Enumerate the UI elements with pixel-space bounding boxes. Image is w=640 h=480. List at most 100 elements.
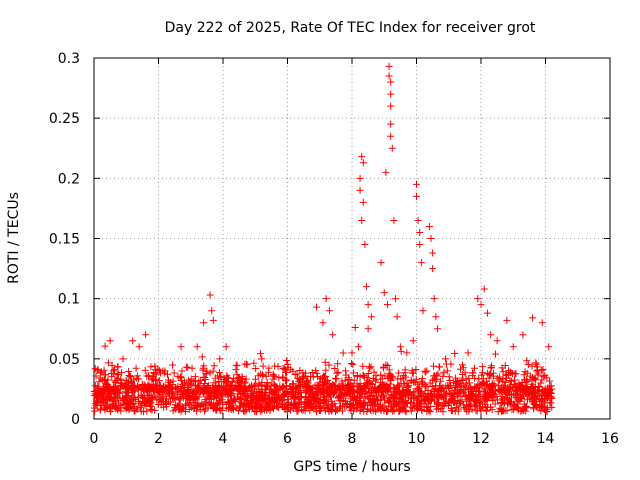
data-point <box>488 394 496 402</box>
data-point <box>184 364 192 372</box>
data-point <box>239 375 247 383</box>
data-point <box>322 366 330 374</box>
data-point <box>289 367 297 375</box>
data-point <box>396 393 404 401</box>
data-point <box>494 381 502 389</box>
data-point <box>337 390 345 398</box>
data-point <box>451 407 459 415</box>
data-point <box>96 374 104 382</box>
data-point <box>383 301 391 309</box>
data-point <box>384 361 392 369</box>
data-point <box>524 361 532 369</box>
data-point <box>108 361 116 369</box>
data-point <box>228 378 236 386</box>
data-point <box>487 331 495 339</box>
data-point <box>183 363 191 371</box>
data-point <box>359 362 367 370</box>
data-point <box>319 319 327 327</box>
data-point <box>442 392 450 400</box>
data-point <box>396 343 404 351</box>
y-tick-label: 0.05 <box>49 352 80 368</box>
data-point <box>503 371 511 379</box>
data-point <box>255 403 263 411</box>
data-point <box>401 396 409 404</box>
data-point <box>302 389 310 397</box>
data-point <box>359 371 367 379</box>
data-point <box>356 380 364 388</box>
data-point <box>113 371 121 379</box>
data-point <box>250 359 258 367</box>
data-point <box>454 397 462 405</box>
data-point <box>177 394 185 402</box>
data-point <box>270 405 278 413</box>
data-point <box>458 396 466 404</box>
data-point <box>294 374 302 382</box>
data-point <box>103 396 111 404</box>
data-point <box>390 406 398 414</box>
data-point <box>282 368 290 376</box>
data-point <box>329 331 337 339</box>
data-point <box>371 377 379 385</box>
data-point <box>451 397 459 405</box>
data-point <box>123 399 131 407</box>
data-point <box>191 373 199 381</box>
data-point <box>122 394 130 402</box>
data-point <box>95 378 103 386</box>
data-point <box>323 388 331 396</box>
data-point <box>106 408 114 416</box>
data-point <box>501 382 509 390</box>
data-point <box>117 375 125 383</box>
data-point <box>206 369 214 377</box>
data-point <box>265 395 273 403</box>
data-point <box>423 407 431 415</box>
data-point <box>450 398 458 406</box>
data-point <box>191 401 199 409</box>
data-point <box>338 377 346 385</box>
data-point <box>292 385 300 393</box>
data-point <box>427 235 435 242</box>
data-point <box>521 402 529 410</box>
data-point <box>193 343 201 351</box>
data-point <box>358 403 366 411</box>
data-point <box>465 407 473 415</box>
data-point <box>387 102 395 110</box>
data-point <box>487 403 495 411</box>
data-point <box>131 395 139 403</box>
data-point <box>339 349 347 357</box>
data-point <box>293 383 301 391</box>
data-point <box>284 361 292 369</box>
data-point <box>265 364 273 372</box>
data-point <box>304 397 312 405</box>
data-point <box>411 389 419 397</box>
data-point <box>329 403 337 411</box>
data-point <box>334 369 342 377</box>
data-point <box>349 361 357 369</box>
data-point <box>416 400 424 408</box>
data-point <box>518 378 526 386</box>
data-point <box>148 406 156 414</box>
data-point <box>466 379 474 387</box>
data-point <box>179 404 187 412</box>
data-point <box>539 372 547 380</box>
data-point <box>334 360 342 368</box>
data-point <box>114 370 122 378</box>
data-point <box>416 392 424 400</box>
data-point <box>327 397 335 405</box>
data-point <box>215 397 223 405</box>
data-point <box>395 369 403 377</box>
data-point <box>402 408 410 416</box>
data-point <box>142 331 150 339</box>
data-point <box>143 388 151 396</box>
data-point <box>134 383 142 391</box>
data-point <box>125 367 133 375</box>
data-point <box>437 377 445 385</box>
data-point <box>300 373 308 381</box>
data-point <box>501 407 509 415</box>
data-point <box>101 406 109 414</box>
data-point <box>142 399 150 407</box>
data-point <box>319 393 327 401</box>
data-point <box>339 389 347 397</box>
data-point <box>538 376 546 384</box>
data-point <box>498 378 506 386</box>
data-point <box>317 375 325 383</box>
